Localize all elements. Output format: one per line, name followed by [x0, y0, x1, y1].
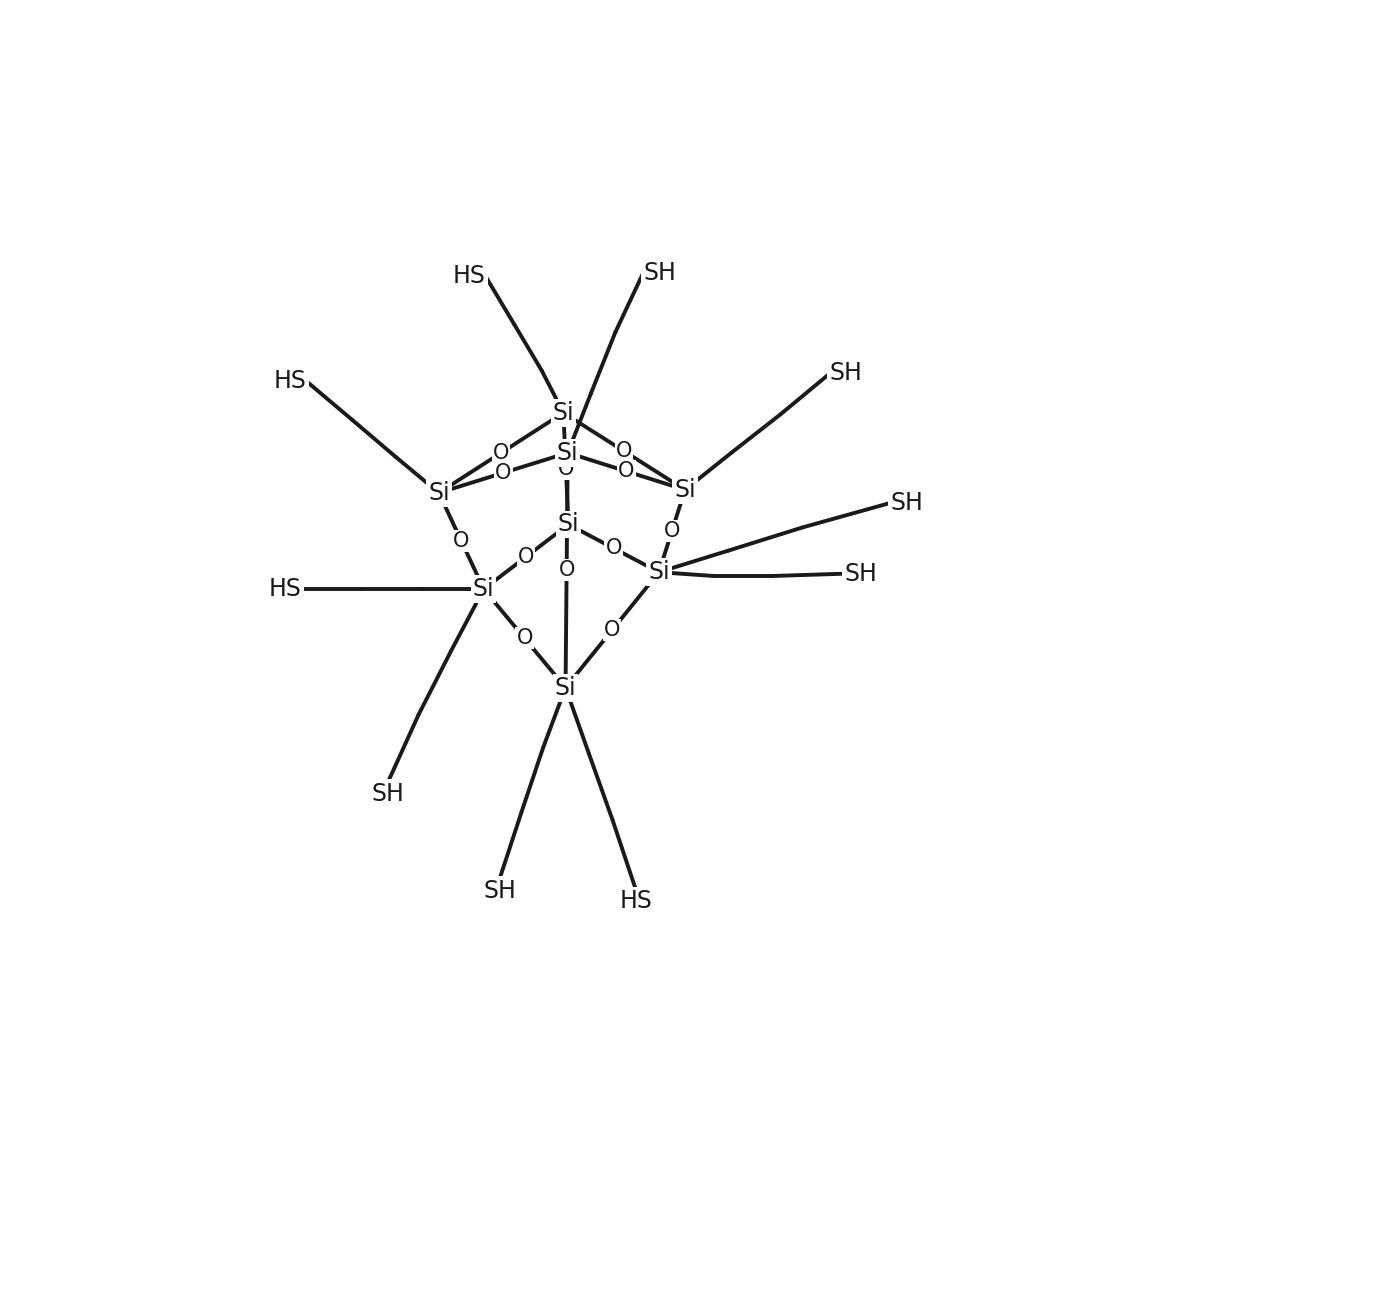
Text: Si: Si: [557, 512, 579, 537]
Text: Si: Si: [649, 560, 669, 584]
Text: O: O: [606, 538, 622, 558]
Text: Si: Si: [554, 676, 577, 700]
Text: Si: Si: [674, 478, 696, 502]
Text: HS: HS: [269, 577, 301, 601]
Text: O: O: [495, 463, 511, 483]
Text: O: O: [604, 620, 621, 640]
Text: O: O: [453, 532, 470, 551]
Text: HS: HS: [273, 369, 306, 394]
Text: O: O: [557, 459, 574, 478]
Text: SH: SH: [643, 262, 676, 285]
Text: Si: Si: [553, 401, 574, 425]
Text: SH: SH: [484, 878, 516, 903]
Text: SH: SH: [891, 491, 923, 515]
Text: Si: Si: [428, 481, 449, 504]
Text: Si: Si: [557, 440, 578, 465]
Text: O: O: [664, 521, 681, 541]
Text: Si: Si: [473, 577, 495, 601]
Text: HS: HS: [620, 890, 653, 913]
Text: SH: SH: [830, 361, 862, 386]
Text: O: O: [518, 547, 534, 567]
Text: O: O: [517, 628, 532, 649]
Text: O: O: [618, 461, 635, 481]
Text: O: O: [615, 442, 632, 461]
Text: SH: SH: [844, 562, 877, 586]
Text: HS: HS: [452, 263, 485, 288]
Text: SH: SH: [371, 782, 405, 805]
Text: O: O: [559, 560, 575, 580]
Text: O: O: [493, 443, 509, 463]
